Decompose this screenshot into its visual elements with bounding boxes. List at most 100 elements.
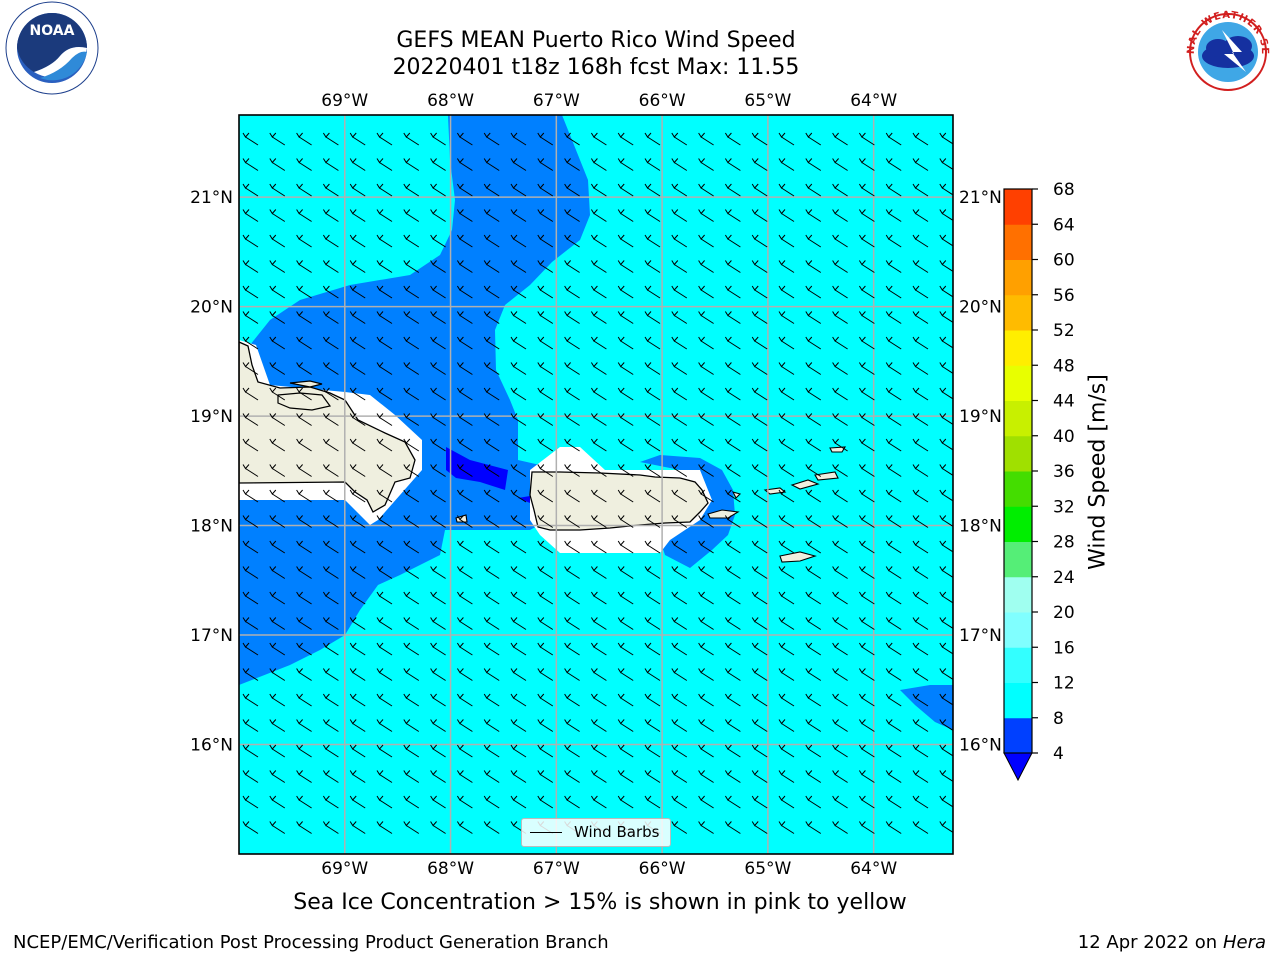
wind-barb [617, 438, 634, 452]
wind-barb [778, 158, 795, 171]
wind-barb [778, 336, 795, 350]
wind-barb [858, 234, 875, 248]
wind-barb [322, 566, 339, 579]
wind-barb [322, 744, 339, 758]
wind-barb [671, 336, 688, 350]
wind-barb [724, 438, 741, 452]
wind-barb [242, 311, 259, 324]
wind-barb [456, 591, 473, 605]
wind-barb [751, 387, 768, 401]
wind-barb [698, 693, 714, 707]
wind-barb [537, 489, 554, 503]
lat-tick-label: 16°N [190, 736, 233, 756]
wind-barb [671, 158, 688, 171]
wind-barb [537, 795, 554, 809]
wind-barb [456, 668, 473, 681]
wind-barb [912, 132, 929, 146]
wind-barb [885, 489, 902, 503]
wind-barb [537, 668, 554, 681]
wind-barb [724, 770, 741, 783]
wind-barb [805, 336, 822, 350]
wind-barb [430, 668, 446, 681]
wind-barb [242, 668, 259, 681]
wind-barb [456, 617, 473, 630]
lon-tick-label: 69°W [321, 859, 368, 879]
wind-barb [832, 413, 848, 426]
wind-barb [832, 642, 848, 656]
wind-barb [269, 387, 286, 401]
wind-barb [510, 183, 527, 197]
wind-barb [590, 438, 607, 452]
wind-barb [349, 770, 366, 783]
wind-barb [510, 591, 527, 605]
wind-barb [269, 617, 286, 630]
wind-barb [590, 387, 607, 401]
lat-tick-label: 18°N [190, 517, 233, 537]
wind-barb [617, 132, 634, 146]
wind-barb [376, 540, 393, 554]
wind-barb [296, 744, 312, 758]
wind-barb [885, 209, 902, 222]
noaa-logo-icon: NOAA [5, 1, 99, 95]
wind-barb [590, 132, 607, 146]
wind-barb [671, 260, 688, 273]
wind-barb [858, 795, 875, 809]
wind-barb [269, 515, 286, 528]
wind-barb [590, 362, 607, 375]
wind-barb [296, 387, 312, 401]
wind-barb [483, 209, 500, 222]
wind-barb [590, 591, 607, 605]
wind-barb [564, 311, 580, 324]
wind-barb [698, 311, 714, 324]
wind-barb [269, 234, 286, 248]
wind-barb [430, 693, 446, 707]
wind-barb [269, 260, 286, 273]
wind-barb [724, 362, 741, 375]
wind-barb [322, 311, 339, 324]
wind-barb [912, 719, 929, 732]
wind-barb [349, 234, 366, 248]
lat-tick-label: 21°N [959, 188, 1002, 208]
wind-barb [617, 158, 634, 171]
wind-barb [858, 158, 875, 171]
wind-barb [456, 770, 473, 783]
lon-tick-label: 66°W [639, 859, 686, 879]
wind-barb [778, 515, 795, 528]
wind-barb [671, 566, 688, 579]
wind-barb [403, 209, 420, 222]
wind-barb [590, 464, 607, 477]
wind-barb [698, 668, 714, 681]
wind-barb [698, 336, 714, 350]
wind-barb [403, 515, 420, 528]
wind-barb [617, 209, 634, 222]
wind-barb [644, 540, 661, 554]
wind-barb [751, 617, 768, 630]
wind-barb [590, 183, 607, 197]
wind-barb [751, 770, 768, 783]
wind-barb [724, 668, 741, 681]
wind-barb [483, 183, 500, 197]
wind-barb [805, 693, 822, 707]
wind-barb [430, 719, 446, 732]
wind-barb [724, 285, 741, 299]
wind-barb [590, 668, 607, 681]
wind-barb [510, 336, 527, 350]
wind-barb [617, 515, 634, 528]
wind-barb [403, 464, 420, 477]
wind-barb [671, 744, 688, 758]
wind-barb [510, 744, 527, 758]
wind-barb [912, 362, 929, 375]
wind-barb [832, 744, 848, 758]
wind-barb [858, 744, 875, 758]
wind-barb [510, 668, 527, 681]
lon-tick-label: 68°W [427, 859, 474, 879]
island-st-croix [779, 551, 817, 563]
wind-barb [456, 489, 473, 503]
wind-barb [242, 413, 259, 426]
lon-tick-label: 68°W [427, 91, 474, 111]
wind-barb [832, 515, 848, 528]
wind-barb [885, 183, 902, 197]
lat-ticks-right: 21°N 20°N 19°N 18°N 17°N 16°N [959, 188, 1002, 755]
wind-barb [724, 489, 741, 503]
wind-barb [456, 336, 473, 350]
